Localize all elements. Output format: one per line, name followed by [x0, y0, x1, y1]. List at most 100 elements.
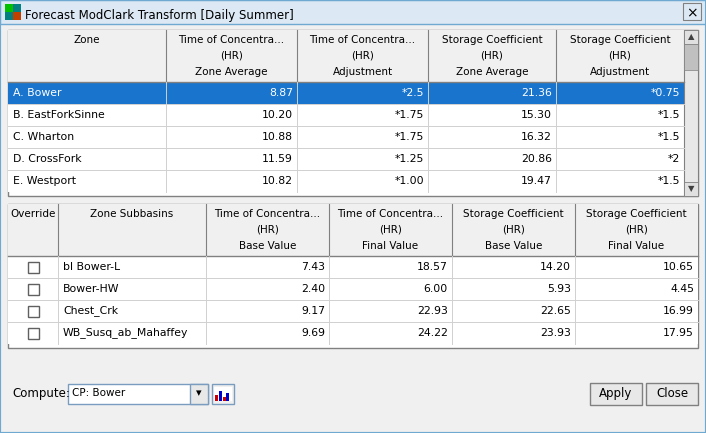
Text: 20.86: 20.86 [521, 154, 552, 164]
Text: 10.82: 10.82 [262, 176, 293, 186]
Text: ×: × [686, 6, 698, 20]
Bar [214, 387, 232, 401]
Text: Chest_Crk: Chest_Crk [63, 306, 118, 317]
Text: CP: Bower: CP: Bower [72, 388, 125, 398]
Bar [8, 104, 684, 126]
Text: 2.40: 2.40 [301, 284, 325, 294]
Bar [0, 0, 706, 24]
Bar [8, 204, 698, 348]
Bar [28, 306, 39, 317]
Text: Bower-HW: Bower-HW [63, 284, 119, 294]
Text: Base Value: Base Value [485, 241, 542, 251]
Text: 15.30: 15.30 [521, 110, 552, 120]
Text: 17.95: 17.95 [663, 328, 694, 338]
Text: Forecast ModClark Transform [Daily Summer]: Forecast ModClark Transform [Daily Summe… [25, 9, 294, 22]
Bar [684, 30, 698, 44]
Text: 10.65: 10.65 [663, 262, 694, 272]
Text: *2: *2 [668, 154, 680, 164]
Text: ▾: ▾ [196, 388, 202, 398]
Text: (HR): (HR) [256, 225, 279, 235]
Bar [8, 256, 698, 278]
Bar [8, 148, 684, 170]
Text: Zone Subbasins: Zone Subbasins [90, 209, 174, 219]
Text: 16.99: 16.99 [663, 306, 694, 316]
Bar [28, 327, 39, 339]
Bar [8, 30, 684, 82]
Text: (HR): (HR) [609, 51, 631, 61]
Text: 19.47: 19.47 [521, 176, 552, 186]
Bar [13, 12, 21, 20]
Text: 21.36: 21.36 [521, 88, 552, 98]
Text: bl Bower-L: bl Bower-L [63, 262, 120, 272]
Text: Apply: Apply [599, 387, 633, 400]
Bar [646, 382, 698, 404]
Text: *2.5: *2.5 [402, 88, 424, 98]
Text: 9.17: 9.17 [301, 306, 325, 316]
Text: 22.65: 22.65 [540, 306, 571, 316]
Text: *1.00: *1.00 [395, 176, 424, 186]
Text: Compute:: Compute: [12, 387, 70, 400]
Text: 14.20: 14.20 [540, 262, 571, 272]
Text: ▲: ▲ [688, 32, 694, 42]
Text: 22.93: 22.93 [417, 306, 448, 316]
Text: (HR): (HR) [220, 51, 243, 61]
Text: 24.22: 24.22 [417, 328, 448, 338]
Bar [8, 278, 698, 300]
Text: *1.25: *1.25 [395, 154, 424, 164]
Bar [5, 4, 13, 12]
Bar [8, 204, 698, 256]
Text: WB_Susq_ab_Mahaffey: WB_Susq_ab_Mahaffey [63, 327, 189, 339]
Text: Storage Coefficient: Storage Coefficient [570, 35, 670, 45]
Text: Zone Average: Zone Average [456, 67, 528, 77]
Bar [190, 384, 208, 404]
Bar [8, 322, 698, 344]
Bar [684, 44, 698, 70]
Text: 10.88: 10.88 [262, 132, 293, 142]
Text: Adjustment: Adjustment [333, 67, 393, 77]
Text: Time of Concentra...: Time of Concentra... [179, 35, 285, 45]
Bar [8, 82, 684, 104]
Text: Adjustment: Adjustment [590, 67, 650, 77]
Text: 4.45: 4.45 [670, 284, 694, 294]
Bar [212, 384, 234, 404]
Text: Final Value: Final Value [609, 241, 664, 251]
Text: Override: Override [11, 209, 56, 219]
Text: Time of Concentra...: Time of Concentra... [309, 35, 416, 45]
Bar [68, 384, 208, 404]
Bar [684, 182, 698, 196]
Bar [223, 397, 226, 401]
Text: D. CrossFork: D. CrossFork [13, 154, 82, 164]
Bar [8, 300, 698, 322]
Bar [8, 30, 698, 196]
Bar [8, 126, 684, 148]
Text: *1.5: *1.5 [657, 110, 680, 120]
Text: 11.59: 11.59 [262, 154, 293, 164]
Text: 6.00: 6.00 [424, 284, 448, 294]
Bar [28, 262, 39, 272]
Text: Final Value: Final Value [362, 241, 419, 251]
Text: *1.75: *1.75 [395, 132, 424, 142]
Bar [5, 4, 21, 20]
Text: Zone: Zone [73, 35, 100, 45]
Text: (HR): (HR) [481, 51, 503, 61]
Text: Time of Concentra...: Time of Concentra... [337, 209, 443, 219]
Text: (HR): (HR) [625, 225, 648, 235]
Bar [590, 382, 642, 404]
Text: Close: Close [656, 387, 688, 400]
Text: 10.20: 10.20 [262, 110, 293, 120]
Text: Time of Concentra...: Time of Concentra... [215, 209, 321, 219]
Bar [28, 284, 39, 294]
Text: 9.69: 9.69 [301, 328, 325, 338]
Text: Storage Coefficient: Storage Coefficient [463, 209, 564, 219]
Text: 23.93: 23.93 [540, 328, 571, 338]
Text: 5.93: 5.93 [547, 284, 571, 294]
Text: B. EastForkSinne: B. EastForkSinne [13, 110, 104, 120]
Text: *0.75: *0.75 [650, 88, 680, 98]
Text: (HR): (HR) [379, 225, 402, 235]
Text: C. Wharton: C. Wharton [13, 132, 74, 142]
Bar [684, 30, 698, 196]
Text: Zone Average: Zone Average [196, 67, 268, 77]
Bar [226, 392, 229, 401]
Text: *1.75: *1.75 [395, 110, 424, 120]
Text: (HR): (HR) [502, 225, 525, 235]
